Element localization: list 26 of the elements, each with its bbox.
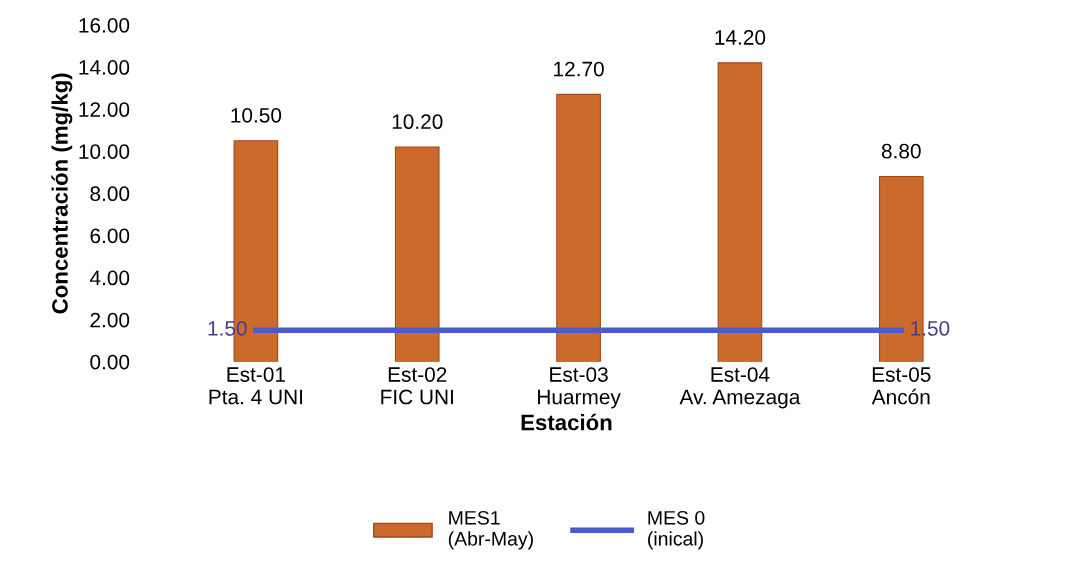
x-tick-label: Est-02 FIC UNI xyxy=(381,367,453,405)
data-label: 14.20 xyxy=(715,30,766,45)
y-tick-label: 16.00 xyxy=(79,17,130,33)
data-label: 8.80 xyxy=(881,143,921,159)
x-tick-label: Est-04 Av. Amezaga xyxy=(679,367,801,409)
x-tick-label: Est-03 Huarmey xyxy=(538,367,621,409)
bar xyxy=(394,146,440,362)
y-tick-label: 4.00 xyxy=(89,270,130,286)
bar xyxy=(556,93,601,362)
x-axis-title: Estación xyxy=(521,413,612,431)
y-tick-label: 14.00 xyxy=(79,60,130,75)
data-label: 10.50 xyxy=(231,107,282,123)
y-tick-label: 2.00 xyxy=(90,312,130,328)
bar xyxy=(717,62,763,362)
y-tick-label: 8.00 xyxy=(90,186,130,202)
data-label: 10.20 xyxy=(392,114,443,130)
y-tick-label: 10.00 xyxy=(79,144,130,159)
y-tick-label: 12.00 xyxy=(79,102,130,117)
y-axis-title: Concentración (mg/kg) xyxy=(51,73,73,314)
y-tick-label: 0.00 xyxy=(90,354,130,370)
y-tick-label: 6.00 xyxy=(90,228,130,244)
x-tick-label: Est-05 Ancón xyxy=(871,367,931,405)
x-tick-label: Est-01 Pta. 4 UNI xyxy=(209,367,303,405)
data-label: 12.70 xyxy=(554,61,604,77)
legend-label: MES1 (Abr-May) xyxy=(448,510,533,550)
legend-label: MES 0 (inical) xyxy=(648,510,705,550)
